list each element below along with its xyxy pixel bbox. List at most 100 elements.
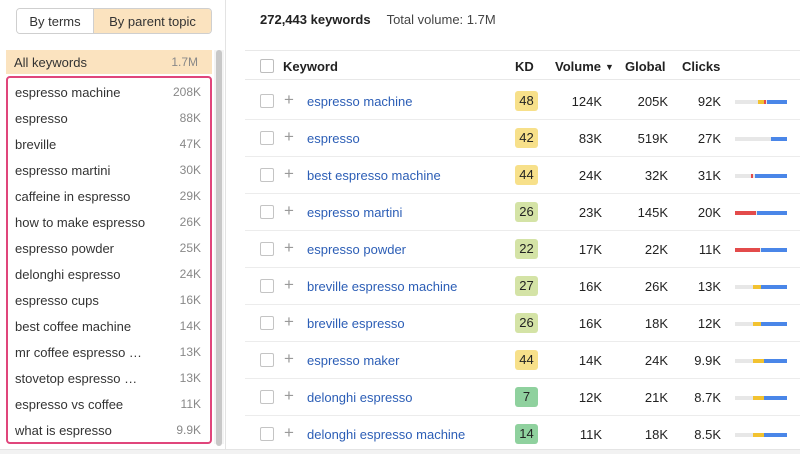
keyword-link[interactable]: breville espresso machine [307,279,458,294]
paid-clicks-segment [753,359,764,363]
global-volume-value: 22K [644,242,668,257]
volume-value: 11K [579,427,602,442]
clicks-value: 13K [697,279,721,294]
volume-value: 16K [578,316,602,331]
clicks-value: 9.9K [694,353,721,368]
by-terms-button[interactable]: By terms [17,9,94,33]
parent-topic-label: espresso vs coffee [15,396,124,412]
global-volume-value: 24K [644,353,668,368]
parent-topic-item[interactable]: delonghi espresso 24K [15,261,201,287]
add-to-list-icon[interactable]: + [284,386,294,405]
parent-topic-list: espresso machine 208K espresso 88K breville 4… [6,76,212,444]
paid-clicks-segment [753,396,764,400]
parent-topic-label: how to make espresso [15,214,146,230]
parent-topic-item[interactable]: stovetop espresso … 13K [15,365,201,391]
parent-topic-item[interactable]: espresso martini 30K [15,157,201,183]
row-checkbox[interactable] [260,168,274,182]
clicks-value: 12K [697,316,721,331]
table-row: + breville espresso machine 27 16K 26K 13K [245,268,800,305]
volume-value: 16K [578,279,602,294]
organic-clicks-segment [767,100,787,104]
kd-badge: 14 [515,424,538,444]
add-to-list-icon[interactable]: + [284,127,294,146]
table-row: + best espresso machine 44 24K 32K 31K [245,157,800,194]
parent-topic-item[interactable]: espresso 88K [15,105,201,131]
paid-clicks-segment [758,100,764,104]
volume-value: 24K [578,168,602,183]
organic-clicks-segment [763,359,787,363]
clicks-distribution-bar [735,100,787,104]
row-checkbox[interactable] [260,353,274,367]
clicks-value: 27K [697,131,721,146]
clicks-distribution-bar [735,359,787,363]
keyword-link[interactable]: espresso machine [307,94,413,109]
global-column-header[interactable]: Global [625,59,666,74]
table-row: + espresso powder 22 17K 22K 11K [245,231,800,268]
keyword-link[interactable]: espresso powder [307,242,406,257]
global-volume-value: 145K [637,205,668,220]
parent-topic-label: what is espresso [15,422,112,438]
clicks-value: 92K [697,94,721,109]
by-parent-topic-button[interactable]: By parent topic [94,9,211,33]
keyword-column-header[interactable]: Keyword [283,59,338,74]
parent-topic-item[interactable]: breville 47K [15,131,201,157]
table-row: + breville espresso 26 16K 18K 12K [245,305,800,342]
row-checkbox[interactable] [260,427,274,441]
row-checkbox[interactable] [260,205,274,219]
global-volume-value: 32K [644,168,668,183]
kd-badge: 48 [515,91,538,111]
select-all-checkbox[interactable] [260,59,274,73]
row-checkbox[interactable] [260,390,274,404]
clicks-column-header[interactable]: Clicks [682,59,721,74]
kd-badge: 42 [515,128,538,148]
parent-topic-item[interactable]: espresso vs coffee 11K [15,391,201,417]
all-keywords-item[interactable]: All keywords 1.7M [6,50,212,74]
parent-topic-label: espresso powder [15,240,114,256]
bottom-scrollbar[interactable] [0,449,800,454]
row-checkbox[interactable] [260,316,274,330]
parent-topic-item[interactable]: espresso powder 25K [15,235,201,261]
row-checkbox[interactable] [260,279,274,293]
parent-topic-item[interactable]: espresso cups 16K [15,287,201,313]
clicks-distribution-bar [735,137,787,141]
add-to-list-icon[interactable]: + [284,349,294,368]
keyword-link[interactable]: espresso maker [307,353,400,368]
row-checkbox[interactable] [260,131,274,145]
keyword-link[interactable]: best espresso machine [307,168,441,183]
keyword-link[interactable]: espresso [307,131,360,146]
keywords-table-panel: 272,443 keywords Total volume: 1.7M Keyw… [245,0,800,454]
parent-topic-label: delonghi espresso [15,266,121,282]
parent-topic-label: espresso cups [15,292,99,308]
add-to-list-icon[interactable]: + [284,201,294,220]
sidebar-scrollbar-thumb[interactable] [216,50,222,446]
keyword-link[interactable]: breville espresso [307,316,405,331]
keyword-link[interactable]: delonghi espresso machine [307,427,466,442]
add-to-list-icon[interactable]: + [284,423,294,442]
add-to-list-icon[interactable]: + [284,238,294,257]
global-volume-value: 205K [637,94,668,109]
organic-clicks-segment [756,211,787,215]
add-to-list-icon[interactable]: + [284,312,294,331]
organic-clicks-segment [761,248,787,252]
clicks-value: 31K [697,168,721,183]
paid-clicks-segment [753,322,761,326]
volume-value: 14K [578,353,602,368]
add-to-list-icon[interactable]: + [284,90,294,109]
parent-topic-item[interactable]: mr coffee espresso … 13K [15,339,201,365]
row-checkbox[interactable] [260,242,274,256]
parent-topic-count: 26K [179,215,201,229]
parent-topic-item[interactable]: what is espresso 9.9K [15,417,201,443]
row-checkbox[interactable] [260,94,274,108]
volume-column-header[interactable]: Volume ▼ [555,59,614,74]
add-to-list-icon[interactable]: + [284,164,294,183]
parent-topic-item[interactable]: caffeine in espresso 29K [15,183,201,209]
paid-clicks-segment [753,285,761,289]
add-to-list-icon[interactable]: + [284,275,294,294]
keyword-link[interactable]: espresso martini [307,205,403,220]
parent-topic-item[interactable]: best coffee machine 14K [15,313,201,339]
parent-topic-item[interactable]: espresso machine 208K [15,79,201,105]
kd-column-header[interactable]: KD [515,59,534,74]
organic-clicks-segment [763,396,787,400]
keyword-link[interactable]: delonghi espresso [307,390,413,405]
parent-topic-item[interactable]: how to make espresso 26K [15,209,201,235]
